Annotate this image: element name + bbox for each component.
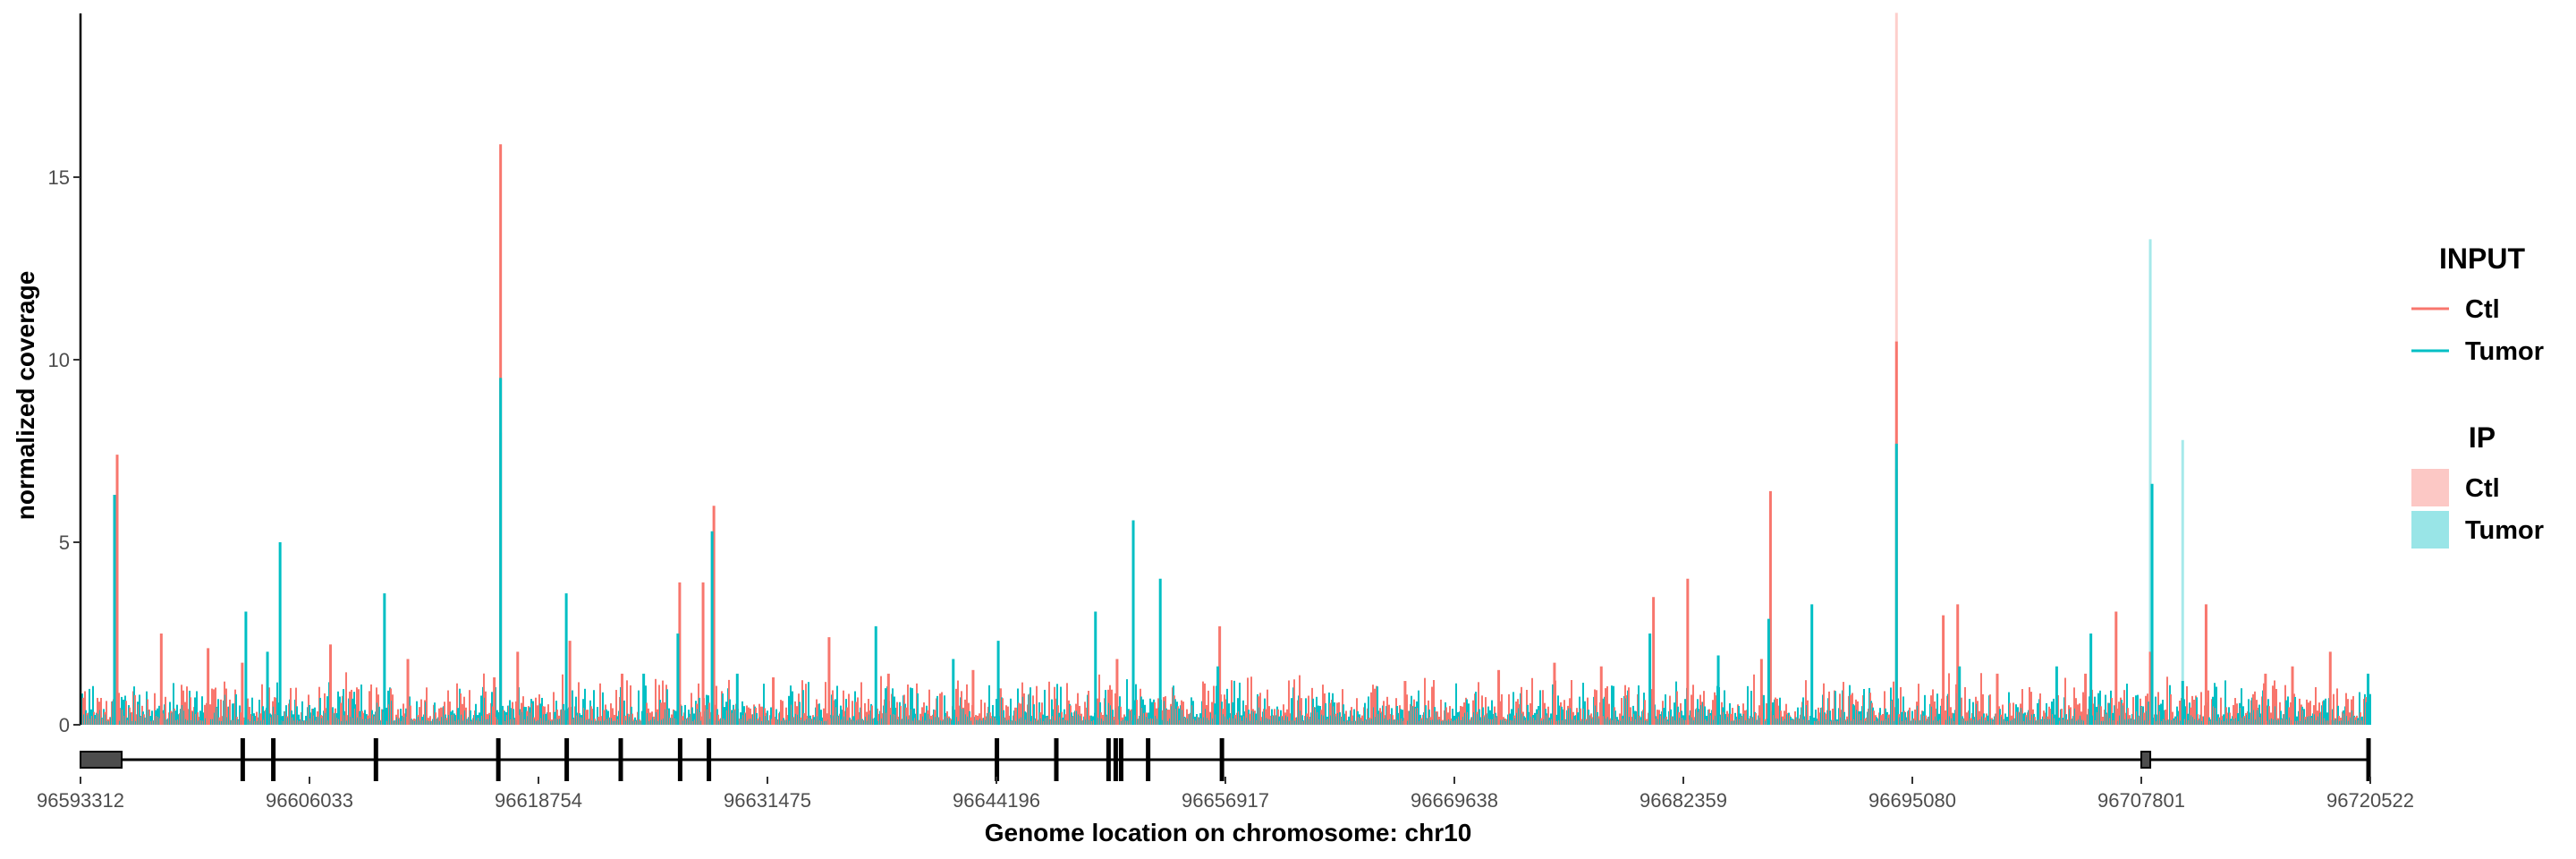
gene-exon-mark — [496, 738, 501, 781]
gene-exon-mark — [1106, 738, 1111, 781]
x-tick-label: 96656917 — [1182, 789, 1269, 812]
coverage-bars — [80, 13, 2371, 725]
legend-key-ip-tumor — [2411, 511, 2449, 549]
legend-title-input: INPUT — [2439, 242, 2525, 275]
gene-model-track — [80, 738, 2371, 781]
legend-label-ip-ctl: Ctl — [2465, 474, 2500, 503]
gene-exon-mark — [564, 738, 570, 781]
gene-exon-mark — [1146, 738, 1151, 781]
x-tick-label: 96618754 — [495, 789, 582, 812]
y-tick-label: 10 — [48, 349, 70, 371]
x-tick-label: 96593312 — [37, 789, 124, 812]
legend-label-ip-tumor: Tumor — [2465, 516, 2544, 545]
gene-exon-mark — [2366, 738, 2371, 781]
x-axis: 96593312 96606033 96618754 96631475 96644196… — [37, 777, 2414, 812]
gene-exon-mark — [271, 738, 276, 781]
legend-label-input-tumor: Tumor — [2465, 337, 2544, 366]
x-tick-label: 96682359 — [1640, 789, 1727, 812]
gene-exon-mark — [995, 738, 1000, 781]
y-tick-label: 0 — [59, 714, 70, 736]
x-tick-label: 96707801 — [2097, 789, 2185, 812]
legend: INPUT Ctl Tumor IP Ctl Tumor — [2411, 242, 2544, 549]
y-tick-label: 15 — [48, 166, 70, 189]
gene-exon-mark — [373, 738, 378, 781]
y-axis: 0 5 10 15 — [48, 166, 80, 736]
gene-exon-mark — [1054, 738, 1059, 781]
x-tick-label: 96669638 — [1411, 789, 1498, 812]
plot-area — [79, 13, 2371, 781]
y-axis-title: normalized coverage — [12, 271, 39, 521]
gene-exon-mark — [1219, 738, 1224, 781]
gene-utr-block — [80, 751, 123, 769]
legend-key-ip-ctl — [2411, 469, 2449, 506]
x-axis-title: Genome location on chromosome: chr10 — [985, 819, 1472, 846]
gene-exon-mark — [240, 738, 245, 781]
x-tick-label: 96606033 — [266, 789, 353, 812]
x-tick-label: 96631475 — [724, 789, 811, 812]
gene-exon-mark — [618, 738, 623, 781]
x-tick-label: 96695080 — [1868, 789, 1956, 812]
gene-utr-block — [2140, 751, 2152, 769]
gene-exon-mark — [707, 738, 712, 781]
legend-title-ip: IP — [2469, 421, 2496, 454]
gene-exon-mark — [677, 738, 682, 781]
gene-exon-mark — [1113, 738, 1118, 781]
x-tick-label: 96644196 — [953, 789, 1040, 812]
gene-exon-mark — [1118, 738, 1123, 781]
y-tick-label: 5 — [59, 532, 70, 554]
x-tick-label: 96720522 — [2326, 789, 2414, 812]
legend-label-input-ctl: Ctl — [2465, 295, 2500, 324]
